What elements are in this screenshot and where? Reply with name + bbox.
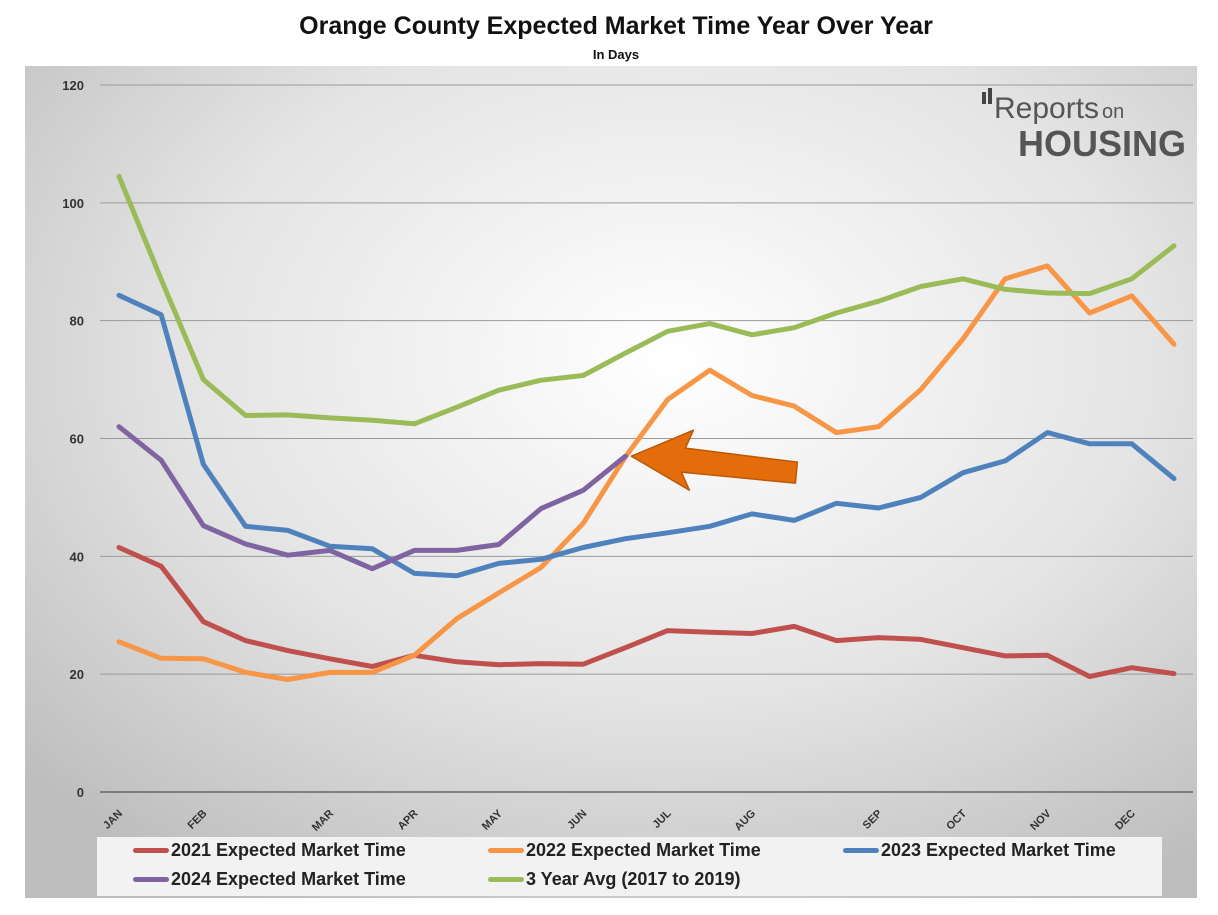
legend-item-2023: 2023 Expected Market Time [843,840,1116,861]
logo-housing: HOUSING [1018,123,1186,160]
legend-swatch-2023 [843,848,879,853]
logo-bar [988,88,992,104]
y-tick-label: 60 [70,432,84,447]
arrow-shape [630,429,799,491]
legend-swatch-2022 [488,848,524,853]
legend-label-avg: 3 Year Avg (2017 to 2019) [526,869,741,889]
legend-swatch-2024 [133,877,169,882]
legend-item-avg: 3 Year Avg (2017 to 2019) [488,869,740,890]
series-line-2021 [116,545,1177,679]
legend-label-2022: 2022 Expected Market Time [526,840,761,860]
legend-swatch-2021 [133,848,169,853]
chart-title: Orange County Expected Market Time Year … [299,12,933,40]
legend-label-2023: 2023 Expected Market Time [881,840,1116,860]
logo-reports: Reports [994,92,1099,125]
legend-item-2024: 2024 Expected Market Time [133,869,406,890]
legend-item-2022: 2022 Expected Market Time [488,840,761,861]
series-line-2024 [116,424,628,572]
series-line-avg [116,173,1177,427]
series-line-2023 [116,292,1177,579]
legend-background [97,837,1162,896]
y-tick-label: 100 [62,196,84,211]
y-tick-label: 20 [70,667,84,682]
y-tick-label: 120 [62,78,84,93]
legend-item-2021: 2021 Expected Market Time [133,840,406,861]
annotation-arrow [630,429,799,491]
chart-subtitle: In Days [592,47,640,62]
reports-on-housing-logo: Reports on HOUSING [982,88,1186,160]
y-tick-label: 80 [70,314,84,329]
y-tick-label: 40 [70,549,84,564]
logo-on: on [1102,101,1124,123]
y-tick-label: 0 [77,785,84,800]
legend-label-2021: 2021 Expected Market Time [171,840,406,860]
legend-swatch-avg [488,877,524,882]
legend-label-2024: 2024 Expected Market Time [171,869,406,889]
logo-bar [982,92,986,104]
